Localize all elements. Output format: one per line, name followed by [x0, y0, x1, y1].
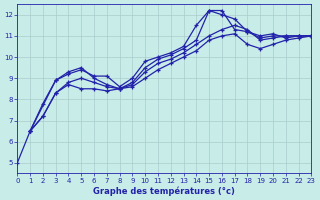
X-axis label: Graphe des températures (°c): Graphe des températures (°c) — [93, 186, 235, 196]
